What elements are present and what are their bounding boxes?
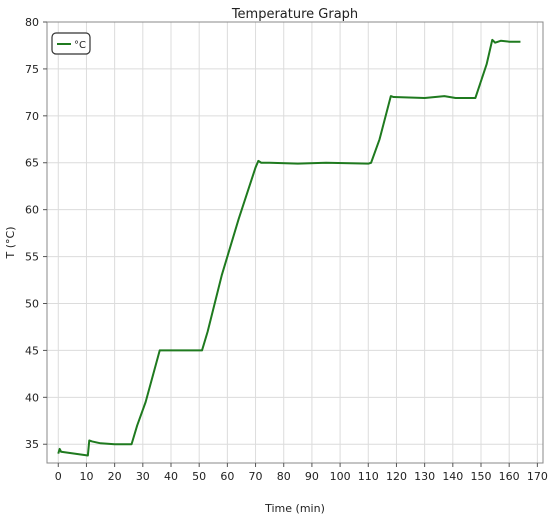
x-tick-label: 10 (79, 470, 93, 483)
axis-ticks: 0 10 20 30 40 50 60 70 80 90 100 110 120 130 140 150 160… (25, 16, 548, 483)
x-tick-label: 30 (136, 470, 150, 483)
legend: °C (51, 32, 91, 55)
x-tick-label: 50 (192, 470, 206, 483)
y-tick-label: 60 (25, 204, 39, 217)
chart-title: Temperature Graph (231, 7, 358, 22)
x-tick-label: 130 (414, 470, 435, 483)
x-tick-label: 100 (330, 470, 351, 483)
x-tick-label: 150 (471, 470, 492, 483)
plot-frame (46, 21, 544, 464)
y-axis-label: T (°C) (4, 227, 17, 260)
series-layer (57, 38, 521, 457)
x-tick-label: 20 (108, 470, 122, 483)
x-tick-label: 90 (305, 470, 319, 483)
x-tick-label: 70 (249, 470, 263, 483)
x-tick-label: 80 (277, 470, 291, 483)
x-tick-label: 110 (358, 470, 379, 483)
y-tick-label: 70 (25, 110, 39, 123)
x-tick-label: 60 (220, 470, 234, 483)
y-tick-label: 50 (25, 297, 39, 310)
x-axis-label: Time (min) (264, 502, 325, 515)
x-tick-label: 170 (527, 470, 548, 483)
y-tick-label: 45 (25, 344, 39, 357)
y-tick-label: 55 (25, 251, 39, 264)
y-tick-label: 35 (25, 438, 39, 451)
x-tick-label: 160 (499, 470, 520, 483)
x-tick-label: 40 (164, 470, 178, 483)
grid-lines (47, 21, 543, 463)
x-tick-label: 140 (442, 470, 463, 483)
y-tick-label: 80 (25, 16, 39, 29)
y-tick-label: 65 (25, 157, 39, 170)
y-tick-label: 75 (25, 63, 39, 76)
x-tick-label: 120 (386, 470, 407, 483)
y-tick-label: 40 (25, 391, 39, 404)
series-line (57, 38, 521, 457)
legend-entry: °C (74, 40, 86, 51)
x-tick-label: 0 (55, 470, 62, 483)
